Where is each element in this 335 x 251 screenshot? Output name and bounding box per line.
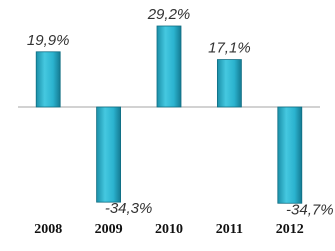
bar xyxy=(96,106,121,203)
bar xyxy=(35,51,61,108)
x-tick-label: 2009 xyxy=(95,222,123,237)
data-label: 29,2% xyxy=(147,6,191,23)
x-tick-label: 2012 xyxy=(276,222,304,237)
x-tick-label: 2011 xyxy=(216,222,243,237)
x-tick-label: 2008 xyxy=(34,222,62,237)
x-tick-label: 2010 xyxy=(155,222,183,237)
bar xyxy=(277,106,303,204)
bar xyxy=(156,25,182,108)
bar xyxy=(216,59,242,108)
data-label: 17,1% xyxy=(208,40,251,57)
data-label: 19,9% xyxy=(27,32,70,49)
data-label: -34,3% xyxy=(105,200,153,217)
data-label: -34,7% xyxy=(286,201,334,218)
